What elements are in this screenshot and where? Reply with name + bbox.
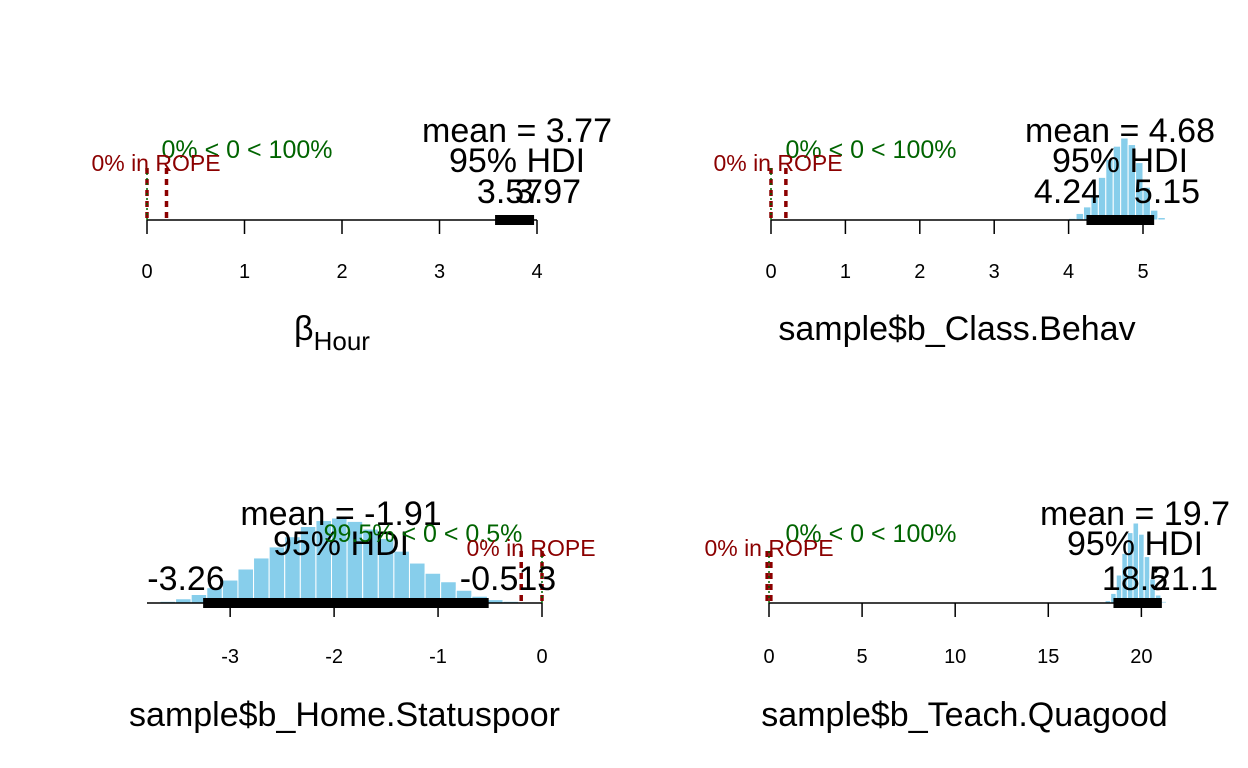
hdi-label: 95% HDI <box>449 142 585 180</box>
comp-value-label: 0% < 0 < 100% <box>786 520 957 548</box>
x-tick-label: 0 <box>763 646 774 668</box>
hdi-low-label: 4.24 <box>1034 173 1100 211</box>
x-tick-label: 15 <box>1037 646 1059 668</box>
hdi-label: 95% HDI <box>1052 142 1188 180</box>
hdi-high-label: 5.15 <box>1134 173 1200 211</box>
histogram-bar <box>237 568 255 604</box>
x-tick-label: 5 <box>857 646 868 668</box>
x-tick-label: -2 <box>325 646 343 668</box>
comp-value-label: 0% < 0 < 100% <box>162 136 333 164</box>
x-tick-label: 0 <box>765 261 776 283</box>
rope-label: 0% in ROPE <box>713 150 842 176</box>
x-axis-label: sample$b_Class.Behav <box>778 310 1135 348</box>
histogram-bar <box>1075 212 1084 221</box>
x-tick-label: 10 <box>944 646 966 668</box>
x-tick-label: 5 <box>1137 261 1148 283</box>
mean-label: mean = -1.91 <box>240 495 441 533</box>
x-tick-label: -3 <box>221 646 239 668</box>
histogram-bar <box>253 557 270 604</box>
mean-label: mean = 4.68 <box>1025 112 1215 150</box>
hdi-high-label: 3.97 <box>515 173 581 211</box>
mean-label: mean = 3.77 <box>422 112 612 150</box>
x-tick-label: 1 <box>239 261 250 283</box>
hdi-bar <box>203 598 489 608</box>
x-axis-label: βHour <box>294 310 370 356</box>
x-tick-label: -1 <box>429 646 447 668</box>
x-tick-label: 0 <box>536 646 547 668</box>
x-tick-label: 4 <box>531 261 542 283</box>
hdi-bar <box>495 215 535 225</box>
hdi-low-label: 3.57 <box>477 173 543 211</box>
hdi-high-label: -0.513 <box>460 560 556 598</box>
x-axis-label: sample$b_Home.Statuspoor <box>129 696 560 734</box>
x-axis-label-symbol: β <box>294 310 314 348</box>
x-tick-label: 2 <box>914 261 925 283</box>
x-tick-label: 1 <box>840 261 851 283</box>
histogram-bar <box>1157 217 1166 221</box>
hdi-bar <box>1113 598 1162 608</box>
rope-label: 0% in ROPE <box>91 150 220 176</box>
x-tick-label: 3 <box>434 261 445 283</box>
hdi-label: 95% HDI <box>1067 525 1203 563</box>
hdi-high-label: 21.1 <box>1152 560 1218 598</box>
comp-value-label: 0% < 0 < 100% <box>786 136 957 164</box>
histogram-bar <box>408 562 426 604</box>
rope-label: 0% in ROPE <box>704 535 833 561</box>
x-tick-label: 2 <box>336 261 347 283</box>
x-axis-label-subscript: Hour <box>314 326 371 356</box>
mean-label: mean = 19.7 <box>1040 495 1230 533</box>
x-axis-label: sample$b_Teach.Quagood <box>761 696 1167 734</box>
x-tick-label: 3 <box>989 261 1000 283</box>
comp-value-label: 99.5% < 0 < 0.5% <box>324 520 523 548</box>
hdi-label: 95% HDI <box>273 525 409 563</box>
hdi-bar <box>1086 215 1155 225</box>
hdi-low-label: 18.5 <box>1102 560 1168 598</box>
rope-label: 0% in ROPE <box>466 535 595 561</box>
hdi-low-label: -3.26 <box>147 560 225 598</box>
x-tick-label: 0 <box>141 261 152 283</box>
x-tick-label: 4 <box>1063 261 1074 283</box>
x-tick-label: 20 <box>1130 646 1152 668</box>
